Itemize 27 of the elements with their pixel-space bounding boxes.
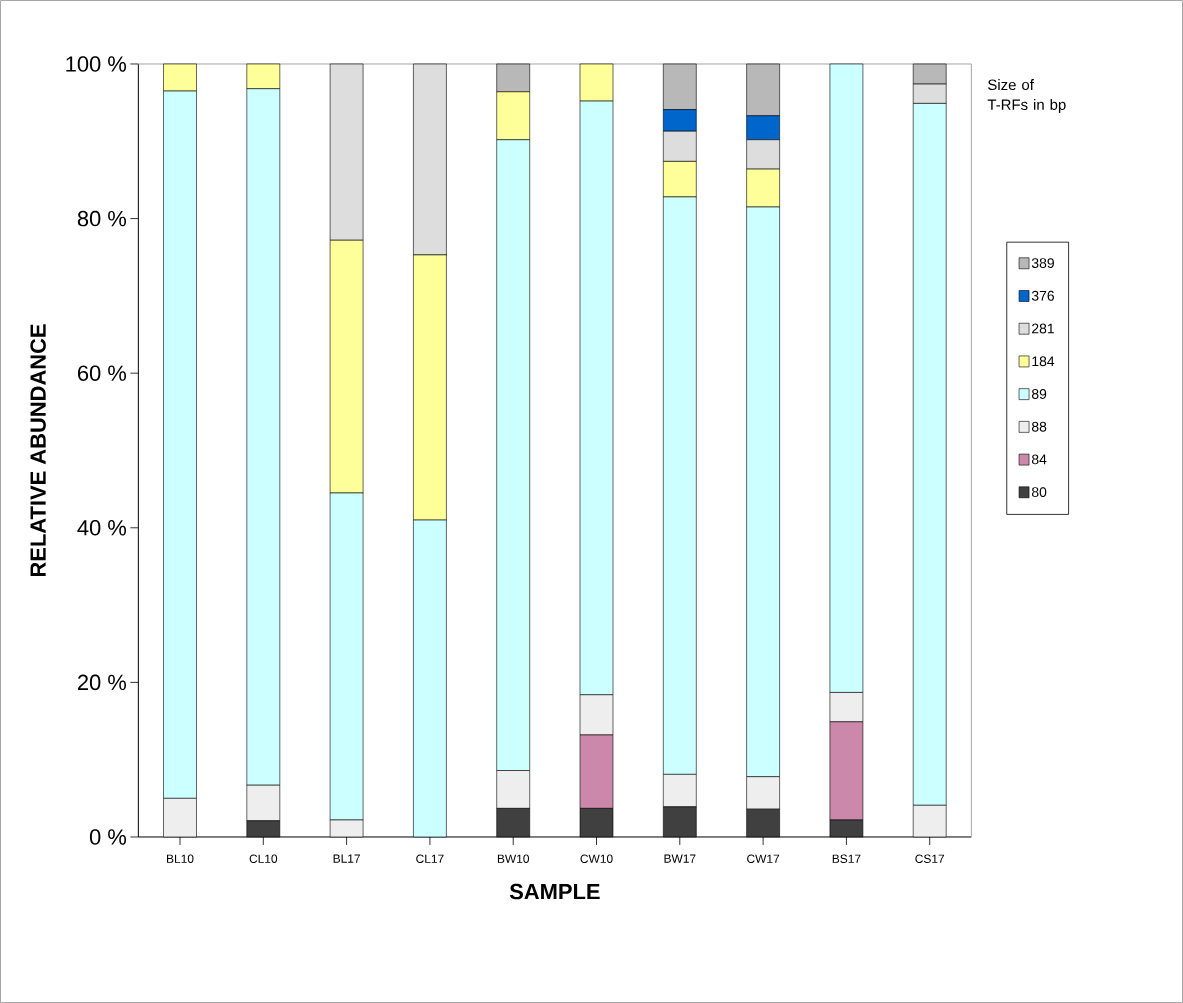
x-tick-label: CL17 [416, 854, 444, 863]
legend-label: 84 [1031, 454, 1047, 465]
x-tick-label: BL10 [167, 854, 194, 863]
legend-label: 281 [1032, 323, 1054, 334]
x-tick-label: BL17 [333, 854, 360, 863]
x-tick-label: BW10 [497, 854, 530, 863]
x-tick-label: BS17 [832, 854, 861, 863]
x-tick-label: CS17 [915, 854, 945, 863]
y-tick-label: 80 % [77, 210, 127, 227]
y-axis-title: RELATIVE ABUNDANCE [30, 324, 46, 577]
legend-label: 376 [1031, 290, 1054, 301]
y-tick-label: 60 % [77, 365, 127, 381]
legend-label: 80 [1031, 487, 1047, 498]
x-axis-title: SAMPLE [509, 883, 600, 900]
legend-label: 88 [1031, 421, 1047, 432]
x-tick-label: CL10 [249, 854, 278, 863]
x-tick-label: BW17 [664, 854, 696, 863]
legend-label: 389 [1031, 258, 1054, 269]
legend-label: 89 [1031, 389, 1047, 399]
legend-title: Size of T-RFs in bp [987, 79, 1066, 113]
legend-label: 184 [1032, 356, 1055, 367]
y-tick-label: 20 % [77, 674, 127, 691]
y-tick-label: 0 % [89, 829, 127, 845]
y-tick-label: 40 % [77, 520, 127, 536]
x-tick-label: CW10 [580, 854, 613, 863]
y-tick-label: 100 % [66, 56, 127, 72]
x-tick-label: CW17 [747, 854, 780, 863]
